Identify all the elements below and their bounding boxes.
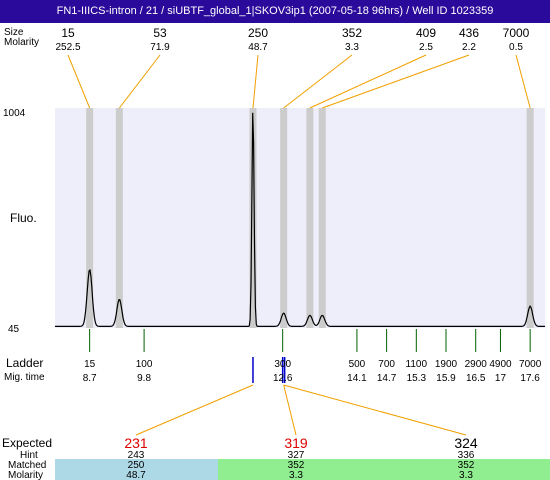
peak-connector-line [309,54,427,109]
peak-molarity-label: 252.5 [55,42,80,53]
peak-connector-line [252,54,259,109]
peak-molarity-label: 48.7 [248,42,268,53]
window-title: FN1-IIICS-intron / 21 / siUBTF_global_1|… [0,0,550,23]
fluorescence-trace [55,112,545,327]
y-tick-bottom: 45 [8,324,20,335]
ladder-size-label: 1100 [406,359,428,370]
matched-cell [218,459,384,480]
peak-molarity-label: 2.5 [419,42,433,53]
matched-molarity-value: 3.3 [459,470,473,480]
ladder-size-label: 100 [136,359,153,370]
ladder-size-label: 500 [349,359,366,370]
peak-connector-line [118,54,161,109]
ladder-time-label: 15.9 [436,373,456,384]
peak-connector-line [67,54,91,109]
peak-band [280,108,288,328]
peak-connector-line [515,54,531,109]
matched-size-value: 352 [288,460,305,471]
peak-connector-line [283,54,353,109]
peak-molarity-label: 2.2 [462,42,476,53]
ladder-size-label: 4900 [489,359,512,370]
peak-band [526,108,534,328]
peak-molarity-label: 3.3 [345,42,359,53]
hint-row-label: Hint [20,450,38,461]
matched-cell [55,459,218,480]
expected-connector-line [283,384,297,436]
ladder-time-label: 14.1 [347,373,367,384]
ladder-time-label: 16.5 [466,373,486,384]
peak-size-label: 409 [416,26,436,40]
peak-band [249,108,257,328]
y-tick-top: 1004 [3,108,26,119]
expected-size-value: 231 [124,435,148,451]
peak-size-label: 352 [342,26,362,40]
matched-molarity-value: 3.3 [289,470,303,480]
peak-size-label: 15 [61,26,75,40]
ladder-size-label: 7000 [519,359,542,370]
mig-time-row-label: Mig. time [4,372,45,383]
peak-band [318,108,326,328]
molarity-bottom-row-label: Molarity [8,470,43,480]
peak-molarity-label: 0.5 [509,42,523,53]
expected-row-label: Expected [2,436,52,450]
peak-size-label: 53 [153,26,167,40]
matched-size-value: 352 [458,460,475,471]
ladder-row-label: Ladder [6,356,43,370]
expected-connector-line [135,384,254,436]
matched-size-value: 250 [128,460,145,471]
peak-size-label: 436 [459,26,479,40]
ladder-time-label: 17.6 [520,373,540,384]
hint-value: 327 [288,450,305,461]
ladder-size-label: 300 [274,359,291,370]
molarity-row-label: Molarity [4,37,39,48]
ladder-size-label: 15 [84,359,96,370]
hint-value: 243 [128,450,145,461]
ladder-time-label: 9.8 [137,373,151,384]
ladder-size-label: 1900 [435,359,458,370]
matched-row-label: Matched [8,460,46,471]
peak-molarity-label: 71.9 [150,42,170,53]
peak-size-label: 250 [248,26,268,40]
expected-size-value: 324 [454,435,478,451]
fluo-axis-label: Fluo. [10,211,37,225]
ladder-time-label: 14.7 [377,373,397,384]
peak-connector-line [322,54,470,109]
hint-value: 336 [458,450,475,461]
peak-band [86,108,94,328]
matched-molarity-value: 48.7 [126,470,146,480]
ladder-size-label: 700 [378,359,395,370]
ladder-time-label: 17 [495,373,507,384]
expected-connector-line [283,384,467,436]
ladder-time-label: 8.7 [83,373,97,384]
ladder-time-label: 12.6 [273,373,293,384]
peak-band [115,108,123,328]
peak-band [306,108,314,328]
expected-size-value: 319 [284,435,308,451]
matched-cell [384,459,550,480]
plot-area [55,108,545,328]
size-row-label: Size [4,27,24,38]
ladder-size-label: 2900 [465,359,488,370]
ladder-time-label: 15.3 [407,373,427,384]
peak-size-label: 7000 [503,26,530,40]
